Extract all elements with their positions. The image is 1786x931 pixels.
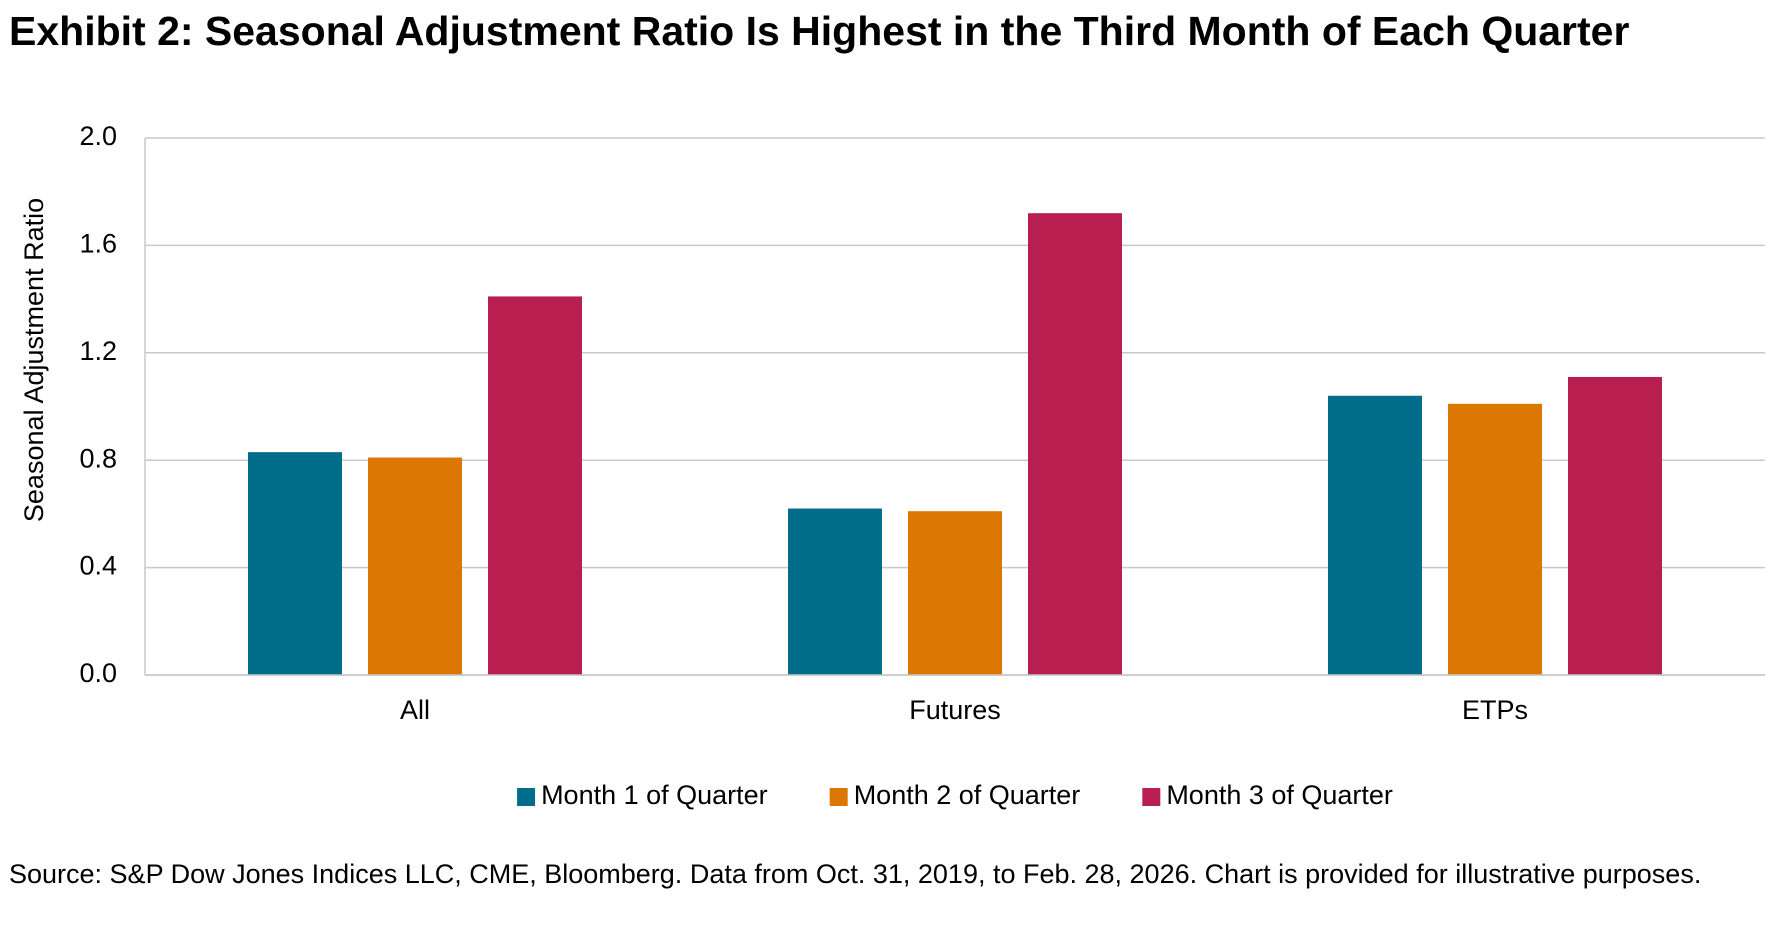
legend-swatch bbox=[1142, 788, 1161, 806]
y-tick-label: 1.2 bbox=[79, 336, 117, 366]
y-tick-label: 0.8 bbox=[79, 443, 117, 473]
bar bbox=[1028, 213, 1122, 675]
y-tick-label: 0.4 bbox=[79, 551, 117, 581]
bar bbox=[488, 296, 582, 675]
x-tick-label: All bbox=[400, 695, 430, 725]
legend-label: Month 2 of Quarter bbox=[854, 780, 1081, 810]
bar bbox=[1328, 395, 1422, 675]
y-tick-label: 2.0 bbox=[79, 121, 117, 151]
y-axis-label: Seasonal Adjustment Ratio bbox=[19, 198, 49, 522]
bar bbox=[248, 452, 342, 675]
legend-label: Month 3 of Quarter bbox=[1166, 780, 1393, 810]
legend-label: Month 1 of Quarter bbox=[541, 780, 768, 810]
bar bbox=[1568, 376, 1662, 675]
x-tick-label: Futures bbox=[909, 695, 1001, 725]
chart-title: Exhibit 2: Seasonal Adjustment Ratio Is … bbox=[9, 8, 1630, 54]
source-note: Source: S&P Dow Jones Indices LLC, CME, … bbox=[9, 859, 1702, 889]
legend-swatch bbox=[829, 788, 848, 806]
y-tick-label: 1.6 bbox=[79, 229, 117, 259]
bar bbox=[368, 457, 462, 675]
y-tick-label: 0.0 bbox=[79, 658, 117, 688]
bar bbox=[788, 508, 882, 675]
bar bbox=[908, 511, 1002, 675]
legend-swatch bbox=[517, 788, 536, 806]
bar bbox=[1448, 403, 1542, 675]
x-tick-label: ETPs bbox=[1462, 695, 1528, 725]
